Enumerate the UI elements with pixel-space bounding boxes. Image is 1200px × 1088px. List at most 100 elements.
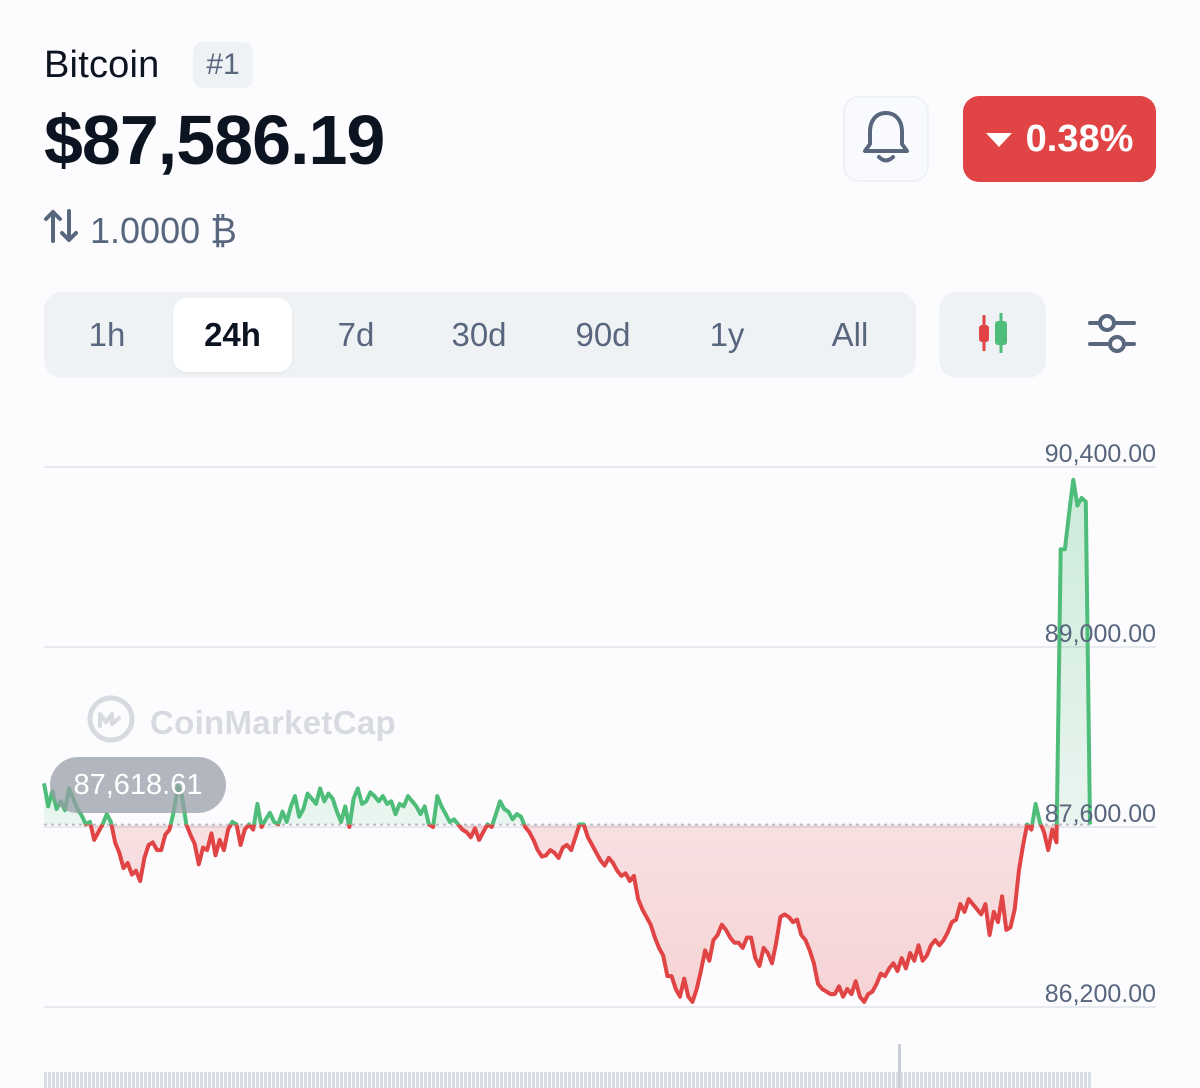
- tab-30d[interactable]: 30d: [451, 316, 507, 353]
- volume-bar: [300, 1072, 303, 1088]
- volume-bar: [212, 1072, 215, 1088]
- volume-bar: [916, 1072, 919, 1088]
- volume-bar: [720, 1072, 723, 1088]
- volume-bar: [828, 1072, 831, 1088]
- volume-bar: [528, 1072, 531, 1088]
- volume-bar: [1080, 1072, 1083, 1088]
- volume-bar: [500, 1072, 503, 1088]
- sliders-icon: [1087, 311, 1137, 362]
- volume-bar: [940, 1072, 943, 1088]
- conversion-row[interactable]: 1.0000 ₿: [44, 208, 237, 253]
- volume-bar: [116, 1072, 119, 1088]
- current-price-marker: 87,618.61: [50, 757, 226, 813]
- volume-bar: [784, 1072, 787, 1088]
- volume-bar: [320, 1072, 323, 1088]
- volume-bar: [108, 1072, 111, 1088]
- volume-bar: [524, 1072, 527, 1088]
- candlestick-toggle-button[interactable]: [939, 292, 1046, 378]
- volume-bar: [364, 1072, 367, 1088]
- volume-bar: [60, 1072, 63, 1088]
- volume-bar: [224, 1072, 227, 1088]
- chart-settings-button[interactable]: [1080, 306, 1144, 366]
- coinmarketcap-logo-icon: [86, 694, 136, 752]
- volume-bar: [624, 1072, 627, 1088]
- volume-bar: [768, 1072, 771, 1088]
- volume-bar: [1012, 1072, 1015, 1088]
- volume-bar: [964, 1072, 967, 1088]
- volume-bar: [1008, 1072, 1011, 1088]
- tab-24h[interactable]: 24h: [173, 298, 292, 372]
- tab-90d[interactable]: 90d: [575, 316, 631, 353]
- volume-bar: [232, 1072, 235, 1088]
- tab-1y[interactable]: 1y: [709, 316, 745, 353]
- volume-bar: [356, 1072, 359, 1088]
- volume-bar: [412, 1072, 415, 1088]
- volume-bar: [1024, 1072, 1027, 1088]
- volume-bar: [400, 1072, 403, 1088]
- volume-bar: [792, 1072, 795, 1088]
- volume-bar: [800, 1072, 803, 1088]
- volume-bar: [480, 1072, 483, 1088]
- volume-bar: [584, 1072, 587, 1088]
- volume-bar: [220, 1072, 223, 1088]
- y-tick-label: 90,400.00: [1044, 440, 1156, 468]
- volume-bar: [236, 1072, 239, 1088]
- volume-bar: [252, 1072, 255, 1088]
- volume-bar: [888, 1072, 891, 1088]
- area-fill-below-baseline: [90, 824, 1057, 1002]
- volume-bar: [868, 1072, 871, 1088]
- volume-bar: [684, 1072, 687, 1088]
- volume-bar: [124, 1072, 127, 1088]
- volume-bar: [952, 1072, 955, 1088]
- volume-bar: [180, 1072, 183, 1088]
- volume-bar: [796, 1072, 799, 1088]
- volume-bar: [168, 1072, 171, 1088]
- price-chart[interactable]: 90,400.00 89,000.00 87,600.00 86,200.00 …: [0, 400, 1200, 1088]
- volume-bar: [104, 1072, 107, 1088]
- volume-bar: [988, 1072, 991, 1088]
- volume-bar: [1040, 1072, 1043, 1088]
- volume-bar: [984, 1072, 987, 1088]
- volume-bar: [296, 1072, 299, 1088]
- volume-bar: [216, 1072, 219, 1088]
- volume-bar: [452, 1072, 455, 1088]
- volume-bar: [416, 1072, 419, 1088]
- volume-bar: [112, 1072, 115, 1088]
- volume-bar: [640, 1072, 643, 1088]
- volume-bar: [576, 1072, 579, 1088]
- volume-bars: [44, 1044, 1091, 1088]
- volume-bar: [376, 1072, 379, 1088]
- watermark-text: CoinMarketCap: [150, 704, 396, 741]
- volume-bar: [716, 1072, 719, 1088]
- volume-bar: [1076, 1072, 1079, 1088]
- volume-bar: [728, 1072, 731, 1088]
- volume-bar: [272, 1072, 275, 1088]
- volume-bar: [904, 1072, 907, 1088]
- volume-bar: [908, 1072, 911, 1088]
- tab-1h[interactable]: 1h: [88, 316, 126, 353]
- volume-bar: [424, 1072, 427, 1088]
- volume-bar: [284, 1072, 287, 1088]
- tab-all[interactable]: All: [831, 316, 869, 353]
- volume-bar: [1060, 1072, 1063, 1088]
- volume-bar: [876, 1072, 879, 1088]
- volume-bar: [898, 1044, 901, 1088]
- volume-bar: [256, 1072, 259, 1088]
- volume-bar: [408, 1072, 411, 1088]
- volume-bar: [132, 1072, 135, 1088]
- volume-bar: [512, 1072, 515, 1088]
- volume-bar: [672, 1072, 675, 1088]
- volume-bar: [1016, 1072, 1019, 1088]
- volume-bar: [656, 1072, 659, 1088]
- volume-bar: [1028, 1072, 1031, 1088]
- volume-bar: [732, 1072, 735, 1088]
- candlestick-icon: [973, 311, 1013, 360]
- volume-bar: [956, 1072, 959, 1088]
- price-alert-button[interactable]: [843, 96, 929, 182]
- volume-bar: [804, 1072, 807, 1088]
- conversion-value: 1.0000 ₿: [90, 209, 237, 251]
- volume-bar: [444, 1072, 447, 1088]
- volume-bar: [96, 1072, 99, 1088]
- tab-7d[interactable]: 7d: [337, 316, 375, 353]
- volume-bar: [420, 1072, 423, 1088]
